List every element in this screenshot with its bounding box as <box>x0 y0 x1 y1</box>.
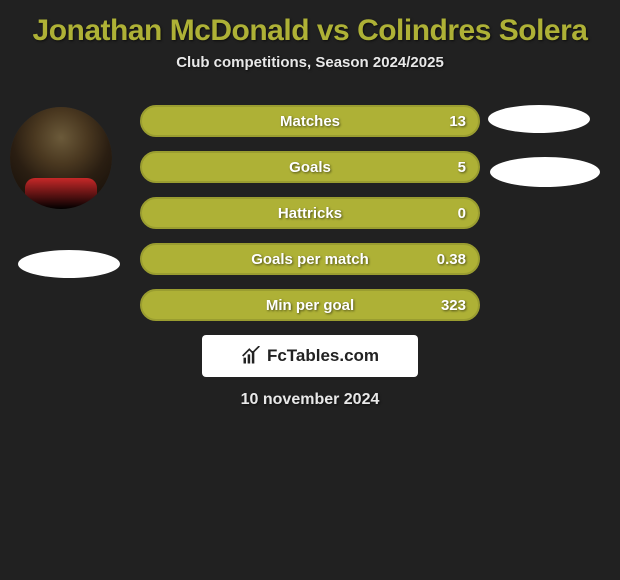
player-left-name-oval <box>18 250 120 278</box>
date-text: 10 november 2024 <box>0 377 620 409</box>
player-right-name-oval-1 <box>488 105 590 133</box>
stat-value-left: 13 <box>449 113 466 130</box>
stat-value-left: 0 <box>458 205 466 222</box>
avatar-image <box>10 107 112 209</box>
stat-row-mpg: Min per goal 323 <box>140 289 480 321</box>
stat-value-left: 323 <box>441 297 466 314</box>
content-wrap: Matches 13 Goals 5 Hattricks 0 Goals per… <box>0 95 620 409</box>
subtitle: Club competitions, Season 2024/2025 <box>0 54 620 95</box>
player-left-avatar <box>10 107 112 209</box>
stat-row-matches: Matches 13 <box>140 105 480 137</box>
logo-text: FcTables.com <box>267 346 379 366</box>
stat-label: Min per goal <box>266 297 354 314</box>
page-title: Jonathan McDonald vs Colindres Solera <box>0 0 620 54</box>
stat-label: Matches <box>280 113 340 130</box>
bar-chart-icon <box>241 346 261 366</box>
stat-value-left: 5 <box>458 159 466 176</box>
stat-value-left: 0.38 <box>437 251 466 268</box>
stats-list: Matches 13 Goals 5 Hattricks 0 Goals per… <box>140 95 480 321</box>
stat-row-gpm: Goals per match 0.38 <box>140 243 480 275</box>
stat-label: Hattricks <box>278 205 342 222</box>
player-right-name-oval-2 <box>490 157 600 187</box>
logo-box[interactable]: FcTables.com <box>202 335 418 377</box>
stat-row-goals: Goals 5 <box>140 151 480 183</box>
stat-label: Goals <box>289 159 331 176</box>
stat-label: Goals per match <box>251 251 369 268</box>
stat-row-hattricks: Hattricks 0 <box>140 197 480 229</box>
